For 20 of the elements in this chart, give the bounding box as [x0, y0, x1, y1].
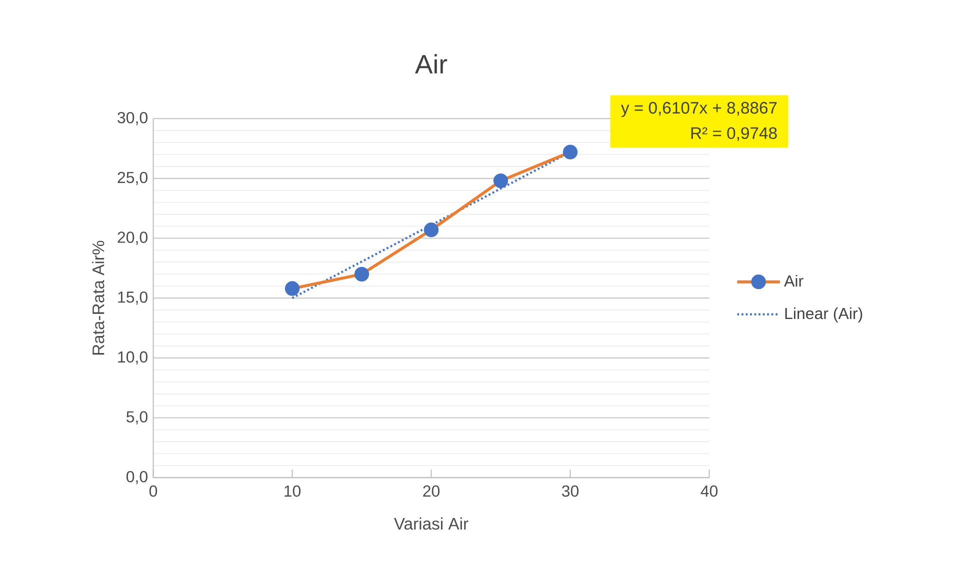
x-tick-label: 40	[700, 485, 718, 497]
x-axis-title: Variasi Air	[394, 517, 468, 530]
x-tick-label: 0	[149, 485, 158, 497]
y-tick-label: 0,0	[126, 470, 148, 484]
y-axis-title: Rata-Rata Air%	[92, 240, 104, 355]
x-tick-label: 20	[423, 485, 440, 497]
y-tick-label: 30,0	[118, 112, 148, 126]
y-tick-label: 10,0	[118, 351, 148, 365]
chart-title: Air	[415, 54, 448, 74]
y-tick-label: 15,0	[118, 291, 148, 305]
x-tick-label: 10	[284, 485, 301, 497]
legend-label: Air	[784, 274, 804, 287]
point	[562, 144, 578, 160]
y-tick-label: 5,0	[126, 411, 148, 424]
y-tick-label: 20,0	[118, 232, 148, 245]
y-tick-label: 25,0	[118, 172, 148, 186]
text: y = 0,6107x + 8,8867	[620, 102, 777, 117]
annotation: R² = 0,9748	[691, 127, 777, 142]
legend-label: Linear (Air)	[785, 307, 862, 322]
x-tick-label: 30	[562, 485, 579, 497]
